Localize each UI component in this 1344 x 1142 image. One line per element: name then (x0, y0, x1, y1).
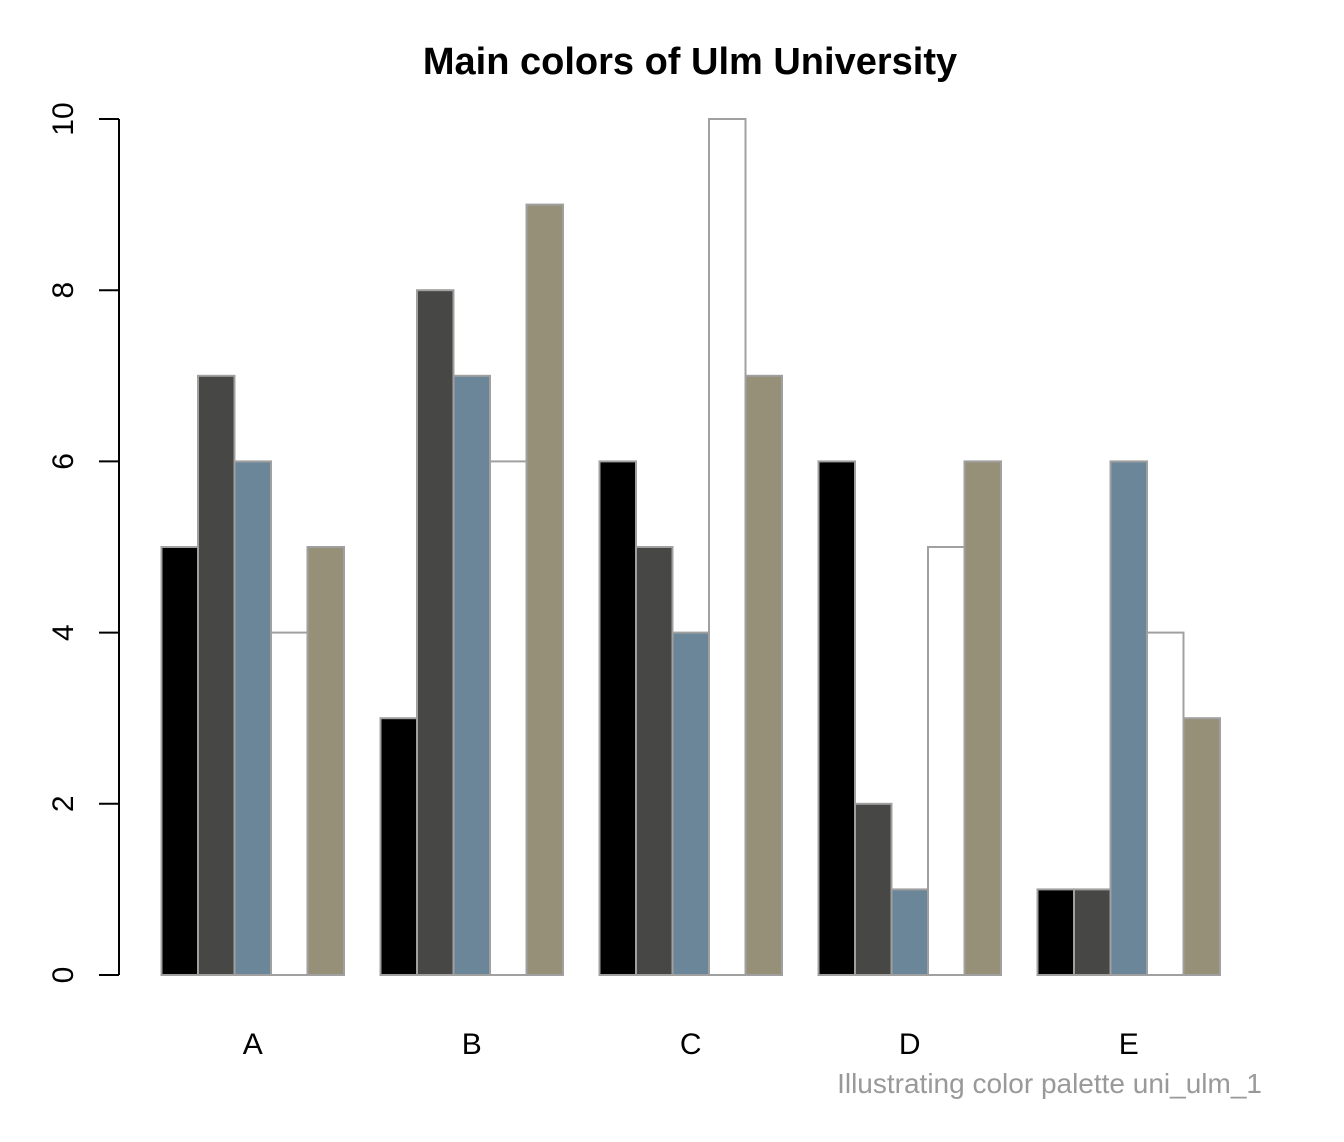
bar-group-c (598, 118, 783, 976)
x-tick-label-c: C (680, 1028, 702, 1061)
bar-group-d (817, 460, 1002, 977)
bar-e-4 (1146, 631, 1185, 976)
x-tick-label-a: A (243, 1028, 263, 1061)
y-tick-label-10: 10 (47, 102, 80, 135)
bar-c-4 (708, 118, 747, 976)
bar-d-1 (817, 460, 856, 976)
bar-e-2 (1073, 888, 1112, 977)
bar-group-e (1036, 460, 1221, 977)
bar-b-5 (525, 203, 564, 977)
bar-group-b (379, 203, 564, 977)
bar-d-3 (890, 888, 929, 977)
chart-caption: Illustrating color palette uni_ulm_1 (837, 1068, 1262, 1099)
bar-e-5 (1182, 717, 1221, 976)
bar-a-5 (306, 546, 345, 976)
bar-a-1 (160, 546, 199, 976)
bar-b-4 (489, 460, 528, 976)
bar-d-4 (927, 546, 966, 976)
bar-a-2 (197, 374, 236, 976)
bar-e-1 (1036, 888, 1075, 977)
chart-title: Main colors of Ulm University (423, 41, 957, 83)
x-tick-label-d: D (899, 1028, 921, 1061)
x-tick-label-e: E (1119, 1028, 1139, 1061)
bar-c-5 (744, 374, 783, 976)
bar-b-2 (416, 289, 455, 976)
bar-a-4 (270, 631, 309, 976)
y-tick-label-8: 8 (47, 282, 80, 299)
y-axis: 0 2 4 6 8 10 (47, 102, 120, 984)
y-tick-label-4: 4 (47, 624, 80, 641)
bar-group-a (160, 374, 345, 976)
bars (160, 118, 1221, 977)
bar-c-3 (671, 631, 710, 976)
y-tick-label-2: 2 (47, 795, 80, 812)
x-axis-labels: A B C D E (243, 1028, 1139, 1061)
bar-c-2 (635, 546, 674, 976)
y-tick-label-0: 0 (47, 967, 80, 984)
bar-a-3 (233, 460, 272, 976)
bar-d-5 (963, 460, 1002, 976)
bar-d-2 (854, 802, 893, 976)
y-tick-label-6: 6 (47, 453, 80, 470)
bar-e-3 (1109, 460, 1148, 976)
bar-b-1 (379, 717, 418, 976)
bar-b-3 (452, 374, 491, 976)
x-tick-label-b: B (462, 1028, 482, 1061)
bar-c-1 (598, 460, 637, 976)
